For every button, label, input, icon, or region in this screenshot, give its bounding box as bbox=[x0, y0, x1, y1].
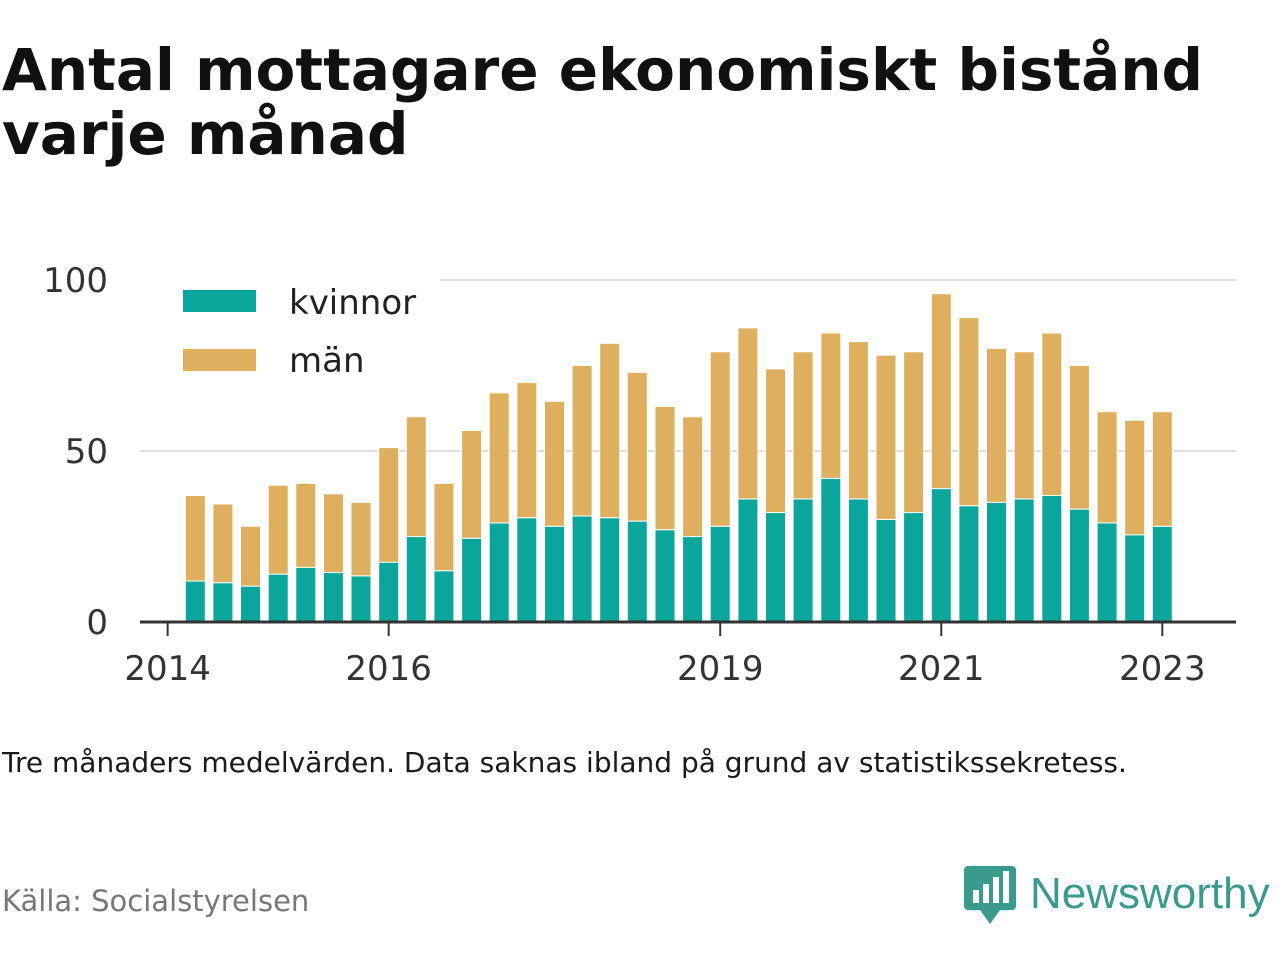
bar-man-2018-04-01 bbox=[626, 371, 648, 522]
bar-kvinnor-2015-04-01 bbox=[295, 566, 317, 623]
bar-man-2020-04-01 bbox=[847, 341, 869, 500]
bar-kvinnor-2014-04-01 bbox=[184, 580, 206, 623]
newsworthy-logo: Newsworthy bbox=[964, 862, 1270, 926]
bar-kvinnor-2017-07-01 bbox=[544, 525, 565, 623]
bar-man-2014-04-01 bbox=[184, 495, 206, 582]
bar-man-2019-10-01 bbox=[792, 351, 814, 500]
bar-kvinnor-2023-01-01 bbox=[1151, 525, 1173, 623]
source-credit: Källa: Socialstyrelsen bbox=[2, 884, 310, 918]
legend-swatch-man bbox=[183, 349, 256, 371]
bar-man-2017-04-01 bbox=[516, 382, 538, 519]
bar-kvinnor-2017-01-01 bbox=[488, 522, 510, 623]
bar-kvinnor-2015-10-01 bbox=[350, 575, 372, 623]
x-tick-label-2023: 2023 bbox=[1119, 649, 1206, 689]
brand-name: Newsworthy bbox=[1030, 869, 1270, 918]
y-tick-label-0: 0 bbox=[86, 603, 108, 643]
legend-label-man: män bbox=[289, 341, 365, 381]
bar-man-2022-04-01 bbox=[1068, 365, 1090, 510]
bar-man-2016-07-01 bbox=[433, 483, 455, 572]
stacked-bar-chart: 0 50 100 2014 2016 2019 2021 2023 kvinnor män bbox=[43, 261, 1236, 689]
y-tick-label-100: 100 bbox=[43, 261, 108, 301]
bar-man-2020-07-01 bbox=[875, 354, 897, 520]
bar-kvinnor-2016-07-01 bbox=[433, 570, 455, 623]
bar-man-2020-01-01 bbox=[820, 332, 842, 479]
bar-man-2019-01-01 bbox=[709, 351, 731, 527]
x-tick-label-2014: 2014 bbox=[124, 649, 211, 689]
bar-kvinnor-2019-04-01 bbox=[737, 498, 759, 623]
bar-man-2018-01-01 bbox=[599, 342, 621, 519]
bar-kvinnor-2015-01-01 bbox=[267, 573, 289, 623]
bar-man-2020-10-01 bbox=[903, 351, 925, 513]
bar-kvinnor-2022-01-01 bbox=[1041, 495, 1063, 623]
bar-man-2016-10-01 bbox=[461, 430, 483, 539]
bar-man-2018-10-01 bbox=[682, 416, 704, 537]
bar-man-2021-01-01 bbox=[930, 293, 952, 490]
bar-kvinnor-2022-07-01 bbox=[1096, 522, 1118, 623]
bar-kvinnor-2019-07-01 bbox=[765, 512, 786, 623]
bar-man-2023-01-01 bbox=[1151, 411, 1173, 527]
bar-man-2015-10-01 bbox=[350, 501, 372, 577]
bar-kvinnor-2016-04-01 bbox=[405, 536, 427, 623]
bar-kvinnor-2020-10-01 bbox=[903, 512, 925, 623]
x-tick-label-2016: 2016 bbox=[345, 649, 432, 689]
newsworthy-bar-chart-icon bbox=[964, 866, 1016, 924]
bar-man-2015-07-01 bbox=[322, 493, 344, 573]
bar-kvinnor-2021-10-01 bbox=[1013, 498, 1035, 623]
bar-man-2021-10-01 bbox=[1013, 351, 1035, 500]
axes: 2014 2016 2019 2021 2023 bbox=[124, 620, 1236, 689]
bar-kvinnor-2019-01-01 bbox=[709, 525, 731, 623]
bar-kvinnor-2018-07-01 bbox=[654, 529, 676, 623]
bar-man-2016-04-01 bbox=[405, 416, 427, 537]
chart-title: Antal mottagare ekonomiskt bistånd varje… bbox=[2, 36, 1204, 168]
x-tick-label-2019: 2019 bbox=[677, 649, 764, 689]
bar-kvinnor-2021-04-01 bbox=[958, 505, 980, 623]
bar-man-2021-04-01 bbox=[958, 317, 980, 507]
bar-kvinnor-2021-01-01 bbox=[930, 488, 952, 623]
bar-man-2022-10-01 bbox=[1124, 419, 1146, 536]
legend-swatch-kvinnor bbox=[183, 290, 256, 312]
bar-man-2019-07-01 bbox=[765, 368, 786, 513]
bar-man-2022-07-01 bbox=[1096, 411, 1118, 524]
bar-man-2022-01-01 bbox=[1041, 332, 1063, 496]
bar-kvinnor-2018-10-01 bbox=[682, 536, 704, 623]
bar-kvinnor-2016-10-01 bbox=[461, 537, 483, 623]
bar-kvinnor-2020-07-01 bbox=[875, 518, 897, 623]
x-tick-label-2021: 2021 bbox=[898, 649, 985, 689]
bar-kvinnor-2022-04-01 bbox=[1068, 508, 1090, 623]
bar-man-2014-10-01 bbox=[240, 525, 261, 587]
bar-man-2015-04-01 bbox=[295, 483, 317, 568]
bar-man-2015-01-01 bbox=[267, 484, 289, 575]
bar-kvinnor-2014-07-01 bbox=[212, 582, 234, 623]
y-tick-label-50: 50 bbox=[65, 432, 108, 472]
bar-kvinnor-2022-10-01 bbox=[1124, 534, 1146, 623]
bar-man-2018-07-01 bbox=[654, 406, 676, 531]
legend-label-kvinnor: kvinnor bbox=[289, 283, 416, 323]
bar-man-2017-10-01 bbox=[571, 365, 593, 517]
bar-kvinnor-2020-04-01 bbox=[847, 498, 869, 623]
bar-man-2019-04-01 bbox=[737, 327, 759, 500]
bar-kvinnor-2015-07-01 bbox=[322, 571, 344, 623]
bar-kvinnor-2021-07-01 bbox=[986, 501, 1007, 623]
legend: kvinnor män bbox=[140, 272, 440, 392]
bar-kvinnor-2017-10-01 bbox=[571, 515, 593, 623]
bar-man-2016-01-01 bbox=[378, 447, 400, 563]
bar-kvinnor-2020-01-01 bbox=[820, 477, 842, 623]
chart-footnote: Tre månaders medelvärden. Data saknas ib… bbox=[2, 746, 1127, 779]
bar-kvinnor-2018-01-01 bbox=[599, 517, 621, 623]
bar-man-2017-01-01 bbox=[488, 392, 510, 524]
bar-kvinnor-2019-10-01 bbox=[792, 498, 814, 623]
bar-kvinnor-2014-10-01 bbox=[240, 585, 261, 623]
bars bbox=[184, 293, 1173, 623]
bar-kvinnor-2016-01-01 bbox=[378, 561, 400, 623]
bar-kvinnor-2018-04-01 bbox=[626, 520, 648, 623]
bar-man-2014-07-01 bbox=[212, 503, 234, 584]
bar-kvinnor-2017-04-01 bbox=[516, 517, 538, 623]
bar-man-2017-07-01 bbox=[544, 400, 565, 527]
bar-man-2021-07-01 bbox=[986, 347, 1007, 503]
